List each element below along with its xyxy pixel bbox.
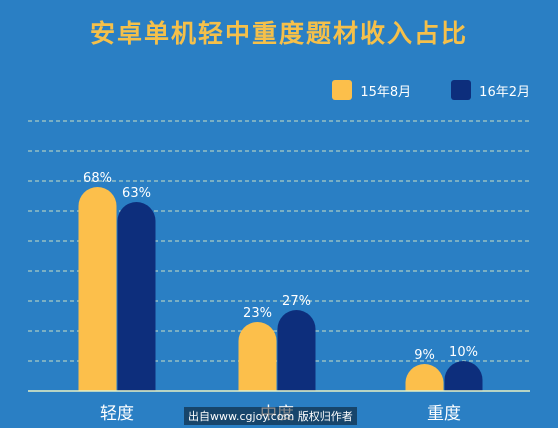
data-label: 9% (414, 348, 435, 363)
bar-轻度-16年2月 (117, 202, 156, 391)
bar-中度-16年2月 (277, 310, 316, 391)
data-label: 63% (122, 186, 151, 201)
legend-swatch-series-1 (332, 80, 353, 100)
legend-label-series-2: 16年2月 (479, 84, 530, 100)
data-label: 27% (282, 294, 311, 309)
data-label: 10% (449, 345, 478, 360)
data-label: 23% (243, 306, 272, 321)
category-label: 轻度 (100, 404, 134, 424)
legend-label-series-1: 15年8月 (360, 84, 412, 100)
chart-legend: 15年8月 16年2月 (332, 80, 530, 100)
bar-重度-15年8月 (405, 364, 444, 391)
legend-item-series-2: 16年2月 (451, 80, 530, 100)
category-label: 中度 (260, 404, 294, 424)
watermark: 出自www.cgjoy.com 版权归作者 (184, 407, 357, 425)
bar-轻度-15年8月 (78, 187, 117, 391)
bar-重度-16年2月 (444, 361, 483, 391)
chart-title: 安卓单机轻中重度题材收入占比 (89, 19, 468, 48)
category-label: 重度 (427, 404, 461, 424)
bar-中度-15年8月 (238, 322, 277, 391)
legend-item-series-1: 15年8月 (332, 80, 411, 100)
data-label: 68% (83, 171, 112, 186)
legend-swatch-series-2 (451, 80, 472, 100)
